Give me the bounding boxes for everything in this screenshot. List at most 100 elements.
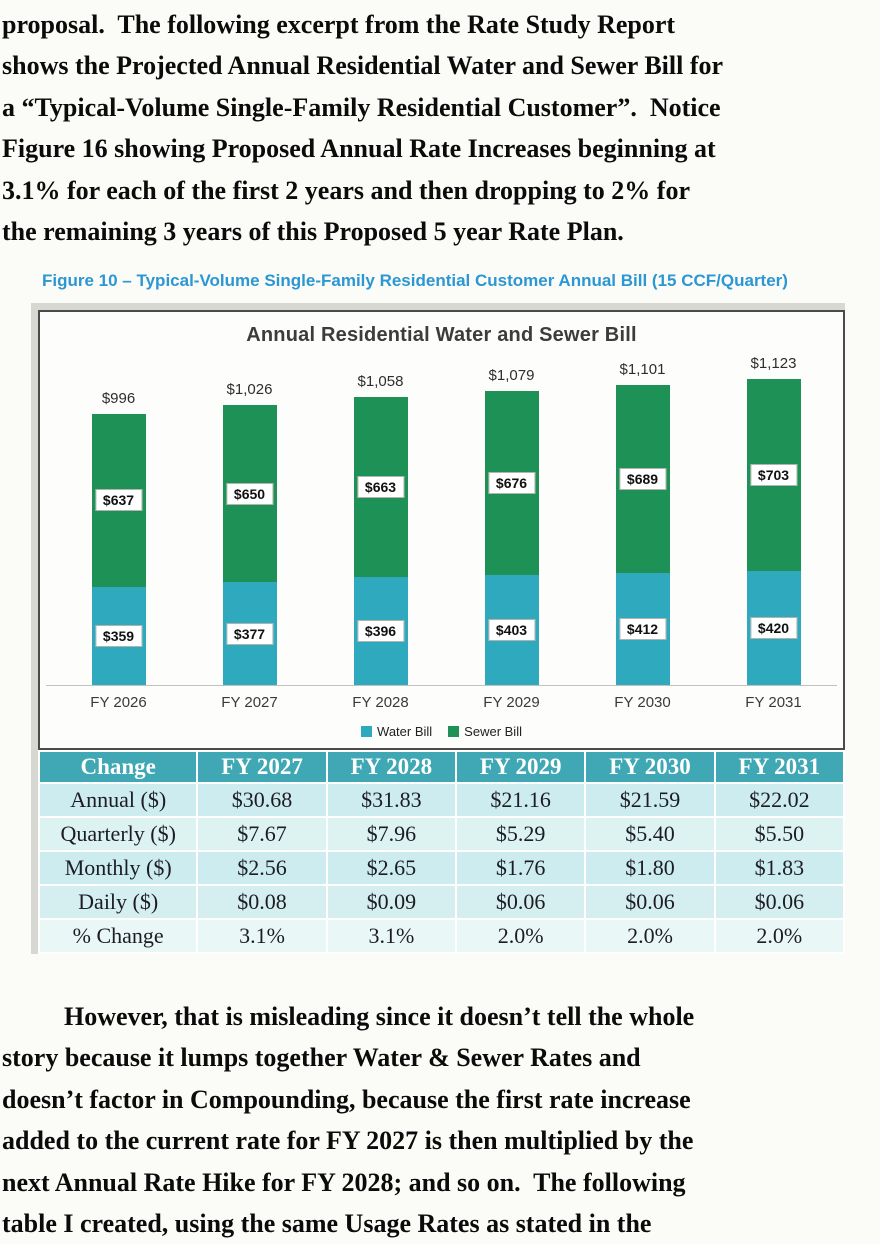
- legend-item: Water Bill: [361, 724, 432, 739]
- table-row: Monthly ($) $2.56 $2.65 $1.76 $1.80 $1.83: [37, 850, 846, 886]
- legend-swatch-icon: [361, 726, 373, 737]
- rate-change-table: Change FY 2027 FY 2028 FY 2029 FY 2030 FY 203…: [37, 750, 846, 954]
- table-cell: $0.06: [584, 884, 716, 920]
- water-value-label: $396: [356, 620, 405, 643]
- x-axis-label: FY 2031: [745, 694, 802, 711]
- paragraph-line: shows the Projected Annual Residential W…: [2, 51, 724, 81]
- x-axis-label: FY 2027: [221, 694, 278, 711]
- table-cell: $31.83: [325, 782, 458, 818]
- chart-bar-group: $1,058 $663 $396 FY 2028: [315, 312, 446, 711]
- stacked-bar: [615, 385, 670, 685]
- sewer-value-label: $637: [94, 489, 143, 512]
- row-label-cell: Daily ($): [37, 884, 199, 920]
- bar-total-label: $1,079: [488, 367, 535, 384]
- x-axis-label: FY 2026: [90, 694, 147, 711]
- paragraph-line: Figure 16 showing Proposed Annual Rate I…: [2, 134, 716, 164]
- chart-legend: Water Bill Sewer Bill: [40, 724, 843, 739]
- x-axis-label: FY 2030: [614, 694, 671, 711]
- table-cell: $21.59: [584, 782, 716, 818]
- table-cell: $2.56: [196, 850, 328, 886]
- table-header-cell: Change: [37, 750, 199, 784]
- paragraph-line: story because it lumps together Water & …: [2, 1043, 641, 1073]
- table-cell: 3.1%: [325, 918, 458, 954]
- table-row: Annual ($) $30.68 $31.83 $21.16 $21.59 $22.02: [37, 782, 846, 818]
- table-cell: 3.1%: [196, 918, 328, 954]
- chart-bar-group: $996 $637 $359 FY 2026: [53, 312, 184, 711]
- legend-item: Sewer Bill: [448, 724, 522, 739]
- sewer-value-label: $650: [225, 482, 274, 505]
- bar-total-label: $1,101: [619, 361, 666, 378]
- table-cell: $2.65: [325, 850, 458, 886]
- x-axis-label: FY 2029: [483, 694, 540, 711]
- row-label-cell: Quarterly ($): [37, 816, 199, 852]
- table-header-cell: FY 2027: [196, 750, 328, 784]
- chart-bar-group: $1,123 $703 $420 FY 2031: [708, 312, 839, 711]
- table-cell: $21.16: [455, 782, 587, 818]
- table-header-cell: FY 2030: [584, 750, 716, 784]
- table-cell: $5.50: [713, 816, 846, 852]
- top-paragraph: proposal. The following excerpt from the…: [2, 4, 880, 252]
- x-axis-line: [46, 685, 837, 686]
- table-cell: $5.29: [455, 816, 587, 852]
- table-header-row: Change FY 2027 FY 2028 FY 2029 FY 2030 FY 203…: [37, 750, 846, 784]
- water-value-label: $377: [225, 622, 274, 645]
- table-cell: $1.80: [584, 850, 716, 886]
- paragraph-line: doesn’t factor in Compounding, because t…: [2, 1084, 691, 1114]
- table-cell: $1.76: [455, 850, 587, 886]
- sewer-value-label: $676: [487, 472, 536, 495]
- stacked-bar: [746, 379, 801, 685]
- table-cell: $22.02: [713, 782, 846, 818]
- paragraph-line: a “Typical-Volume Single-Family Resident…: [2, 92, 721, 122]
- chart-plot-area: $996 $637 $359 FY 2026 $1,026 $650 $377 FY 2027…: [40, 312, 843, 711]
- paragraph-line: proposal. The following excerpt from the…: [2, 10, 676, 39]
- water-value-label: $420: [749, 616, 798, 639]
- sewer-value-label: $689: [618, 467, 667, 490]
- table-cell: $0.06: [455, 884, 587, 920]
- table-cell: $5.40: [584, 816, 716, 852]
- annual-bill-chart: Annual Residential Water and Sewer Bill …: [38, 310, 845, 750]
- chart-title: Annual Residential Water and Sewer Bill: [246, 324, 637, 346]
- bar-total-label: $1,058: [357, 372, 404, 390]
- table-header-cell: FY 2029: [455, 750, 587, 784]
- table-cell: $0.09: [325, 884, 458, 920]
- table-header-cell: FY 2028: [325, 750, 458, 784]
- sewer-value-label: $703: [749, 463, 798, 486]
- table-cell: $7.96: [325, 816, 458, 852]
- x-axis-label: FY 2028: [352, 694, 409, 711]
- bottom-paragraph: However, that is misleading since it doe…: [2, 996, 880, 1244]
- paragraph-line: added to the current rate for FY 2027 is…: [2, 1126, 694, 1156]
- bar-total-label: $1,123: [750, 355, 797, 372]
- table-cell: $0.08: [196, 884, 328, 920]
- paragraph-line: table I created, using the same Usage Ra…: [2, 1209, 652, 1239]
- chart-bar-group: $1,079 $676 $403 FY 2029: [446, 312, 577, 711]
- paragraph-line: next Annual Rate Hike for FY 2028; and s…: [2, 1167, 686, 1197]
- table-cell: $0.06: [713, 884, 846, 920]
- legend-label: Sewer Bill: [464, 724, 522, 739]
- table-cell: 2.0%: [584, 918, 716, 954]
- table-cell: $1.83: [713, 850, 846, 886]
- bar-total-label: $996: [101, 389, 136, 407]
- sewer-value-label: $663: [356, 475, 405, 498]
- paragraph-line: 3.1% for each of the first 2 years and t…: [2, 175, 691, 205]
- row-label-cell: Monthly ($): [37, 850, 199, 886]
- table-cell: $7.67: [196, 816, 328, 852]
- water-value-label: $403: [487, 619, 536, 642]
- chart-bar-group: $1,026 $650 $377 FY 2027: [184, 312, 315, 711]
- table-cell: 2.0%: [713, 918, 846, 954]
- figure-caption: Figure 10 – Typical-Volume Single-Family…: [42, 271, 788, 290]
- table-row: Daily ($) $0.08 $0.09 $0.06 $0.06 $0.06: [37, 884, 846, 920]
- paragraph-line: the remaining 3 years of this Proposed 5…: [2, 217, 624, 247]
- legend-label: Water Bill: [377, 724, 433, 739]
- table-row: % Change 3.1% 3.1% 2.0% 2.0% 2.0%: [37, 918, 846, 954]
- rate-study-excerpt: Annual Residential Water and Sewer Bill …: [37, 310, 846, 954]
- chart-bar-group: $1,101 $689 $412 FY 2030: [577, 312, 708, 711]
- table-cell: $30.68: [196, 782, 328, 818]
- water-value-label: $412: [618, 617, 667, 640]
- bar-total-label: $1,026: [226, 381, 273, 399]
- table-cell: 2.0%: [455, 918, 587, 954]
- water-value-label: $359: [94, 625, 143, 648]
- row-label-cell: Annual ($): [37, 782, 199, 818]
- table-row: Quarterly ($) $7.67 $7.96 $5.29 $5.40 $5.50: [37, 816, 846, 852]
- paragraph-line: However, that is misleading since it doe…: [64, 1002, 695, 1031]
- table-header-cell: FY 2031: [713, 750, 846, 784]
